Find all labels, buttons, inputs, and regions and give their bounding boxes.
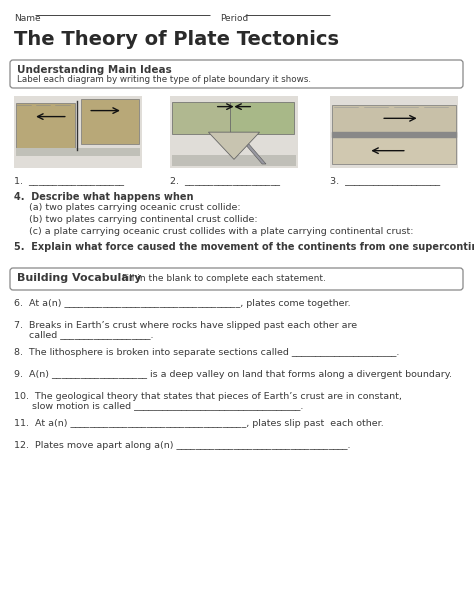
Bar — [172, 102, 229, 134]
Text: 10.  The geological theory that states that pieces of Earth’s crust are in const: 10. The geological theory that states th… — [14, 392, 402, 401]
Text: 2.  ____________________: 2. ____________________ — [170, 176, 280, 185]
Text: 3.  ____________________: 3. ____________________ — [330, 176, 440, 185]
Text: (a) two plates carrying oceanic crust collide:: (a) two plates carrying oceanic crust co… — [14, 203, 241, 212]
Text: The Theory of Plate Tectonics: The Theory of Plate Tectonics — [14, 30, 339, 49]
Bar — [170, 96, 298, 168]
Text: 8.  The lithosphere is broken into separate sections called ____________________: 8. The lithosphere is broken into separa… — [14, 348, 400, 357]
Text: 9.  A(n) ____________________ is a deep valley on land that forms along a diverg: 9. A(n) ____________________ is a deep v… — [14, 370, 452, 379]
Text: 5.  Explain what force caused the movement of the continents from one superconti: 5. Explain what force caused the movemen… — [14, 242, 474, 252]
Bar — [81, 99, 139, 144]
Polygon shape — [237, 134, 266, 164]
Text: Label each diagram by writing the type of plate boundary it shows.: Label each diagram by writing the type o… — [17, 75, 311, 84]
Text: slow motion is called ___________________________________.: slow motion is called __________________… — [14, 401, 303, 410]
Text: 7.  Breaks in Earth’s crust where rocks have slipped past each other are: 7. Breaks in Earth’s crust where rocks h… — [14, 321, 357, 330]
Bar — [16, 148, 140, 156]
Text: 4.  Describe what happens when: 4. Describe what happens when — [14, 192, 193, 202]
Text: (c) a plate carrying oceanic crust collides with a plate carrying continental cr: (c) a plate carrying oceanic crust colli… — [14, 227, 413, 236]
Polygon shape — [209, 132, 260, 159]
Bar — [332, 137, 456, 164]
Bar — [172, 155, 296, 166]
Text: 1.  ____________________: 1. ____________________ — [14, 176, 124, 185]
Bar — [230, 102, 294, 134]
Text: 6.  At a(n) _____________________________________, plates come together.: 6. At a(n) _____________________________… — [14, 299, 351, 308]
Bar — [14, 96, 142, 168]
Text: Name: Name — [14, 14, 41, 23]
Bar — [332, 105, 456, 132]
Text: 11.  At a(n) _____________________________________, plates slip past  each other: 11. At a(n) ____________________________… — [14, 419, 384, 428]
Text: Understanding Main Ideas: Understanding Main Ideas — [17, 65, 172, 75]
Text: Building Vocabulary: Building Vocabulary — [17, 273, 142, 283]
Text: called ___________________.: called ___________________. — [14, 330, 154, 339]
Text: Period: Period — [220, 14, 248, 23]
Bar — [16, 103, 75, 148]
Text: 12.  Plates move apart along a(n) ____________________________________.: 12. Plates move apart along a(n) _______… — [14, 441, 350, 450]
Bar — [330, 96, 458, 168]
Text: Fill in the blank to complete each statement.: Fill in the blank to complete each state… — [122, 274, 326, 283]
Text: (b) two plates carrying continental crust collide:: (b) two plates carrying continental crus… — [14, 215, 258, 224]
